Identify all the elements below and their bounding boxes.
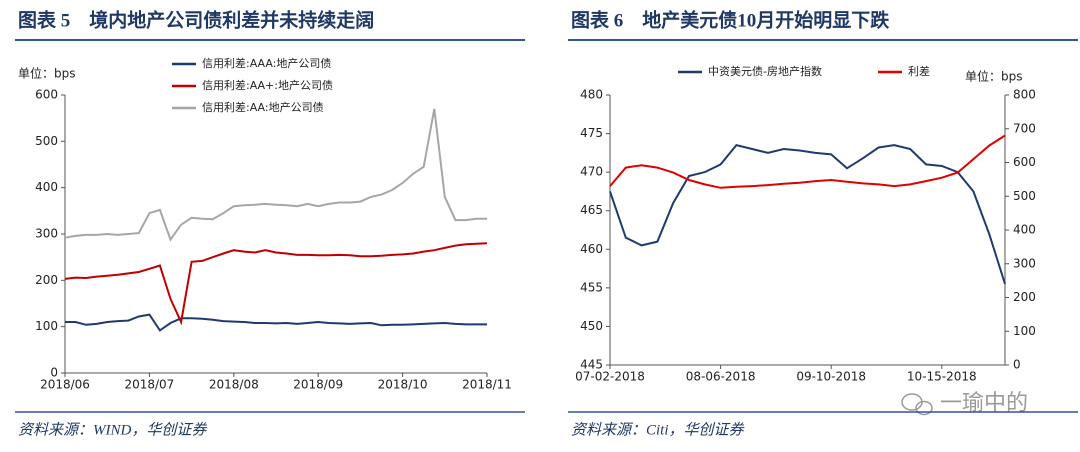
unit-label: 单位：bps bbox=[965, 69, 1023, 84]
series-line bbox=[64, 108, 487, 242]
legend-label: 信用利差:AAA:地产公司债 bbox=[202, 56, 331, 70]
legend-label: 利差 bbox=[908, 64, 930, 78]
chart-title: 图表 5 境内地产公司债利差并未持续走阔 bbox=[18, 8, 374, 31]
y2-tick-label: 700 bbox=[1013, 121, 1036, 135]
x-tick-label: 07-02-2018 bbox=[575, 370, 645, 384]
y-tick-label: 600 bbox=[35, 88, 58, 102]
source: 资料来源：WIND，华创证券 bbox=[18, 421, 207, 438]
y-tick-label: 100 bbox=[35, 319, 58, 333]
y-tick-label: 500 bbox=[35, 134, 58, 148]
x-tick-label: 2018/11 bbox=[462, 378, 512, 392]
y2-tick-label: 800 bbox=[1013, 88, 1036, 102]
y-tick-label: 445 bbox=[580, 358, 603, 372]
y-tick-label: 475 bbox=[580, 126, 603, 140]
y2-tick-label: 600 bbox=[1013, 155, 1036, 169]
y2-tick-label: 400 bbox=[1013, 223, 1036, 237]
y2-tick-label: 200 bbox=[1013, 290, 1036, 304]
x-tick-label: 2018/06 bbox=[40, 378, 90, 392]
y-tick-label: 0 bbox=[50, 366, 58, 380]
y-tick-label: 450 bbox=[580, 319, 603, 333]
legend-label: 信用利差:AA:地产公司债 bbox=[202, 100, 324, 114]
y2-tick-label: 0 bbox=[1013, 358, 1021, 372]
x-tick-label: 2018/07 bbox=[124, 378, 174, 392]
y2-tick-label: 500 bbox=[1013, 189, 1036, 203]
x-tick-label: 09-10-2018 bbox=[796, 370, 866, 384]
y-tick-label: 400 bbox=[35, 180, 58, 194]
y-tick-label: 200 bbox=[35, 273, 58, 287]
legend-label: 中资美元债-房地产指数 bbox=[708, 64, 822, 78]
unit-label: 单位：bps bbox=[18, 66, 76, 81]
series-line bbox=[65, 313, 487, 332]
x-tick-label: 08-06-2018 bbox=[686, 370, 756, 384]
y-tick-label: 480 bbox=[580, 88, 603, 102]
y-tick-label: 465 bbox=[580, 203, 603, 217]
x-tick-label: 2018/10 bbox=[378, 378, 428, 392]
legend-label: 信用利差:AA+:地产公司债 bbox=[202, 78, 333, 92]
series-line bbox=[609, 134, 1006, 189]
series-line bbox=[609, 143, 1006, 285]
y2-tick-label: 100 bbox=[1013, 324, 1036, 338]
y-tick-label: 300 bbox=[35, 227, 58, 241]
y-tick-label: 470 bbox=[580, 165, 603, 179]
source: 资料来源：Citi，华创证券 bbox=[571, 421, 745, 438]
y2-tick-label: 300 bbox=[1013, 256, 1036, 270]
y-tick-label: 460 bbox=[580, 242, 603, 256]
y-tick-label: 455 bbox=[580, 280, 603, 294]
watermark-icon bbox=[901, 393, 933, 416]
x-tick-label: 10-15-2018 bbox=[907, 370, 977, 384]
series-line bbox=[64, 242, 488, 326]
x-tick-label: 2018/08 bbox=[209, 378, 259, 392]
x-tick-label: 2018/09 bbox=[293, 378, 343, 392]
chart-title: 图表 6 地产美元债10月开始明显下跌 bbox=[571, 8, 890, 31]
